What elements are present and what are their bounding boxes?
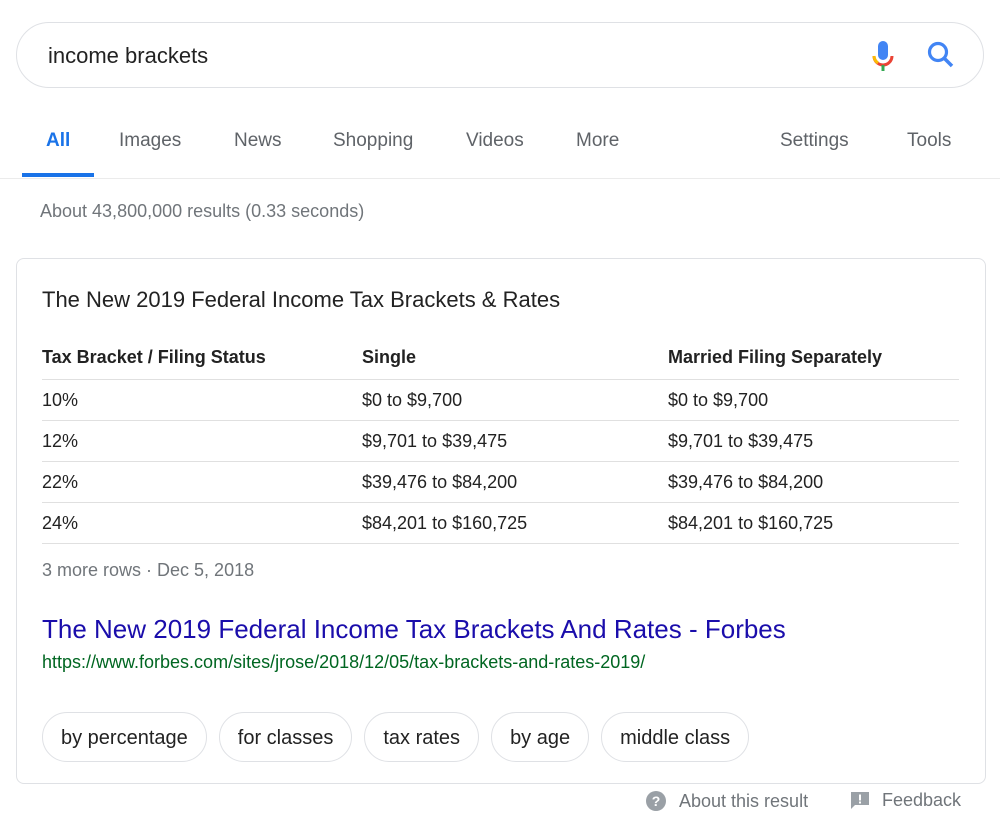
column-header: Tax Bracket / Filing Status xyxy=(42,335,362,380)
cell: $0 to $9,700 xyxy=(668,379,959,421)
result-url: https://www.forbes.com/sites/jrose/2018/… xyxy=(42,652,646,672)
cell: 12% xyxy=(42,420,362,462)
cell: 24% xyxy=(42,502,362,544)
about-label: About this result xyxy=(679,790,809,811)
column-header: Married Filing Separately xyxy=(668,335,959,380)
cell: $84,201 to $160,725 xyxy=(668,502,959,544)
divider xyxy=(0,178,1000,179)
tab-shopping[interactable]: Shopping xyxy=(333,130,414,151)
help-icon: ? xyxy=(646,791,666,811)
microphone-icon[interactable] xyxy=(871,39,895,75)
cell: $9,701 to $39,475 xyxy=(362,420,668,462)
result-link[interactable]: The New 2019 Federal Income Tax Brackets… xyxy=(42,614,786,644)
related-chips: by percentage for classes tax rates by a… xyxy=(42,712,750,762)
tab-all[interactable]: All xyxy=(46,130,71,151)
tab-images[interactable]: Images xyxy=(119,130,182,151)
tab-more[interactable]: More xyxy=(576,130,620,151)
feedback-icon xyxy=(851,791,869,809)
cell: 10% xyxy=(42,379,362,421)
table-header-row: Tax Bracket / Filing Status Single Marri… xyxy=(42,335,959,380)
search-input[interactable]: income brackets xyxy=(48,43,209,68)
tab-tools[interactable]: Tools xyxy=(907,130,952,151)
snippet-title: The New 2019 Federal Income Tax Brackets… xyxy=(42,287,561,312)
chip-for-classes[interactable]: for classes xyxy=(218,712,353,762)
feedback-button[interactable]: Feedback xyxy=(850,790,961,811)
table-row: 10% $0 to $9,700 $0 to $9,700 xyxy=(42,379,959,421)
table-row: 12% $9,701 to $39,475 $9,701 to $39,475 xyxy=(42,420,959,462)
cell: $0 to $9,700 xyxy=(362,379,668,421)
more-rows: 3 more rows xyxy=(42,560,142,580)
column-header: Single xyxy=(362,335,668,380)
feedback-label: Feedback xyxy=(882,790,962,810)
tax-table: Tax Bracket / Filing Status Single Marri… xyxy=(42,335,959,544)
cell: $9,701 to $39,475 xyxy=(668,420,959,462)
cell: $84,201 to $160,725 xyxy=(362,502,668,544)
table-row: 22% $39,476 to $84,200 $39,476 to $84,200 xyxy=(42,461,959,503)
search-icon[interactable] xyxy=(925,39,957,71)
chip-by-age[interactable]: by age xyxy=(491,712,590,762)
table-row: 24% $84,201 to $160,725 $84,201 to $160,72… xyxy=(42,502,959,544)
chip-tax-rates[interactable]: tax rates xyxy=(364,712,480,762)
cell: $39,476 to $84,200 xyxy=(668,461,959,503)
about-this-result[interactable]: ? About this result xyxy=(645,790,808,812)
tab-settings[interactable]: Settings xyxy=(780,130,849,151)
chip-middle-class[interactable]: middle class xyxy=(601,712,750,762)
search-box[interactable]: income brackets xyxy=(16,22,984,88)
tab-videos[interactable]: Videos xyxy=(466,130,524,151)
cell: 22% xyxy=(42,461,362,503)
featured-snippet: The New 2019 Federal Income Tax Brackets… xyxy=(16,258,986,784)
cell: $39,476 to $84,200 xyxy=(362,461,668,503)
svg-text:?: ? xyxy=(652,793,661,809)
more-rows-info: 3 more rows · Dec 5, 2018 xyxy=(42,560,255,580)
tab-news[interactable]: News xyxy=(234,130,282,151)
result-stats: About 43,800,000 results (0.33 seconds) xyxy=(40,201,365,221)
snippet-date: Dec 5, 2018 xyxy=(157,560,255,580)
active-tab-indicator xyxy=(22,173,94,177)
chip-by-percentage[interactable]: by percentage xyxy=(42,712,207,762)
